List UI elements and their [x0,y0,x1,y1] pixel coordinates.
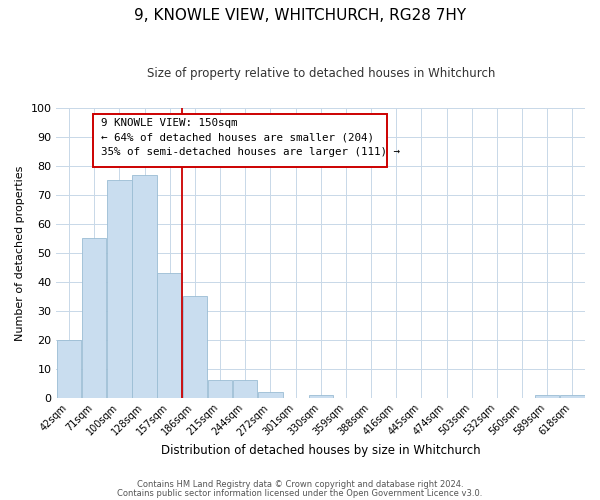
X-axis label: Distribution of detached houses by size in Whitchurch: Distribution of detached houses by size … [161,444,481,458]
Bar [560,395,584,398]
FancyBboxPatch shape [94,114,387,168]
Bar [535,395,559,398]
Bar [308,395,333,398]
Text: 9, KNOWLE VIEW, WHITCHURCH, RG28 7HY: 9, KNOWLE VIEW, WHITCHURCH, RG28 7HY [134,8,466,22]
Title: Size of property relative to detached houses in Whitchurch: Size of property relative to detached ho… [146,68,495,80]
Bar [157,273,182,398]
Text: Contains public sector information licensed under the Open Government Licence v3: Contains public sector information licen… [118,490,482,498]
Bar [182,296,207,398]
Bar [57,340,81,398]
Bar [107,180,131,398]
Text: 9 KNOWLE VIEW: 150sqm
← 64% of detached houses are smaller (204)
35% of semi-det: 9 KNOWLE VIEW: 150sqm ← 64% of detached … [101,118,400,157]
Bar [233,380,257,398]
Text: Contains HM Land Registry data © Crown copyright and database right 2024.: Contains HM Land Registry data © Crown c… [137,480,463,489]
Bar [208,380,232,398]
Bar [258,392,283,398]
Bar [133,174,157,398]
Y-axis label: Number of detached properties: Number of detached properties [15,165,25,340]
Bar [82,238,106,398]
